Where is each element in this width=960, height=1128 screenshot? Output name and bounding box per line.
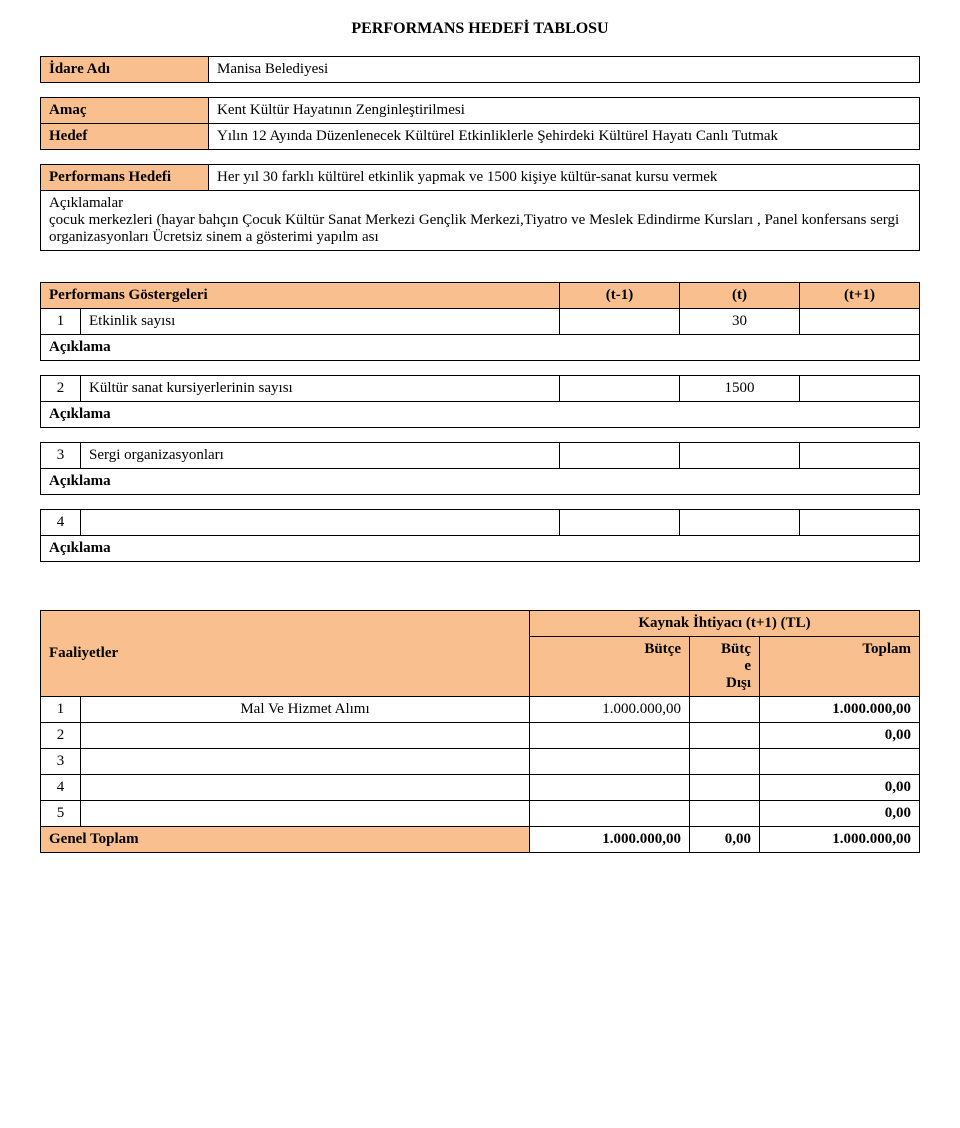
faal-idx: 2 [41,723,81,749]
table-row: 5 0,00 [41,801,920,827]
genel-toplam-row: Genel Toplam 1.000.000,00 0,00 1.000.000… [41,827,920,853]
pg-idx: 2 [41,376,81,402]
faal-name [81,801,530,827]
table-row: Açıklama [41,469,920,495]
perf-hedefi-value: Her yıl 30 farklı kültürel etkinlik yapm… [209,165,920,191]
genel-disi: 0,00 [690,827,760,853]
pg-tm1 [560,309,680,335]
genel-toplam: 1.000.000,00 [760,827,920,853]
pg-aciklama: Açıklama [41,469,920,495]
faal-disi [690,697,760,723]
aciklamalar-cell: Açıklamalar çocuk merkezleri (hayar bahç… [41,191,920,251]
perf-hedefi-label: Performans Hedefi [41,165,209,191]
pg-tm1 [560,510,680,536]
faal-toplam: 0,00 [760,775,920,801]
idare-table: İdare Adı Manisa Belediyesi [40,56,920,83]
pg-t: 30 [680,309,800,335]
faal-kaynak-header: Kaynak İhtiyacı (t+1) (TL) [530,611,920,637]
faal-name [81,723,530,749]
pg-tp1 [800,309,920,335]
page-title: PERFORMANS HEDEFİ TABLOSU [40,20,920,38]
pg-tp1 [800,510,920,536]
faal-toplam [760,749,920,775]
faal-col-butce: Bütçe [530,637,690,697]
amac-label: Amaç [41,98,209,124]
pg-aciklama: Açıklama [41,335,920,361]
faal-name [81,775,530,801]
faal-disi [690,749,760,775]
pg-t [680,510,800,536]
table-row: 3 Sergi organizasyonları [41,443,920,469]
faal-butce [530,749,690,775]
faal-header-label: Faaliyetler [41,611,530,697]
table-row: Açıklama [41,402,920,428]
amac-value: Kent Kültür Hayatının Zenginleştirilmesi [209,98,920,124]
pg-name: Kültür sanat kursiyerlerinin sayısı [81,376,560,402]
table-row: 2 Kültür sanat kursiyerlerinin sayısı 15… [41,376,920,402]
faal-toplam: 1.000.000,00 [760,697,920,723]
table-row: 1 Mal Ve Hizmet Alımı 1.000.000,00 1.000… [41,697,920,723]
pg-name: Sergi organizasyonları [81,443,560,469]
pg-header-row: Performans Göstergeleri (t-1) (t) (t+1) [41,283,920,309]
faal-butce: 1.000.000,00 [530,697,690,723]
pg-header-label: Performans Göstergeleri [41,283,560,309]
pg-col-tp1: (t+1) [800,283,920,309]
table-row: Açıklama [41,335,920,361]
faaliyetler-table: Faaliyetler Kaynak İhtiyacı (t+1) (TL) B… [40,610,920,853]
table-row: 4 0,00 [41,775,920,801]
pg-col-tm1: (t-1) [560,283,680,309]
faal-col-toplam: Toplam [760,637,920,697]
pg-t [680,443,800,469]
pg-idx: 3 [41,443,81,469]
pg-col-t: (t) [680,283,800,309]
pg-row-4: 4 Açıklama [40,509,920,562]
table-row: 4 [41,510,920,536]
faal-butce [530,801,690,827]
table-row: 2 0,00 [41,723,920,749]
pg-name [81,510,560,536]
idare-label: İdare Adı [41,57,209,83]
faal-idx: 3 [41,749,81,775]
faal-header-row-1: Faaliyetler Kaynak İhtiyacı (t+1) (TL) [41,611,920,637]
amac-hedef-table: Amaç Kent Kültür Hayatının Zenginleştiri… [40,97,920,150]
faal-idx: 4 [41,775,81,801]
performans-hedefi-table: Performans Hedefi Her yıl 30 farklı kült… [40,164,920,251]
pg-aciklama: Açıklama [41,402,920,428]
pg-idx: 4 [41,510,81,536]
genel-butce: 1.000.000,00 [530,827,690,853]
table-row: 3 [41,749,920,775]
faal-disi [690,723,760,749]
faal-disi [690,801,760,827]
pg-row-3: 3 Sergi organizasyonları Açıklama [40,442,920,495]
faal-idx: 1 [41,697,81,723]
hedef-label: Hedef [41,124,209,150]
faal-name: Mal Ve Hizmet Alımı [81,697,530,723]
hedef-value: Yılın 12 Ayında Düzenlenecek Kültürel Et… [209,124,920,150]
faal-butce [530,723,690,749]
table-row: 1 Etkinlik sayısı 30 [41,309,920,335]
table-row: Açıklama [41,536,920,562]
faal-col-butce-disi: Bütç e Dışı [690,637,760,697]
faal-butce [530,775,690,801]
performans-gostergeleri-table: Performans Göstergeleri (t-1) (t) (t+1) … [40,282,920,361]
genel-toplam-label: Genel Toplam [41,827,530,853]
aciklamalar-label: Açıklamalar [49,195,123,211]
faal-name [81,749,530,775]
pg-tm1 [560,443,680,469]
pg-tp1 [800,443,920,469]
faal-toplam: 0,00 [760,801,920,827]
pg-t: 1500 [680,376,800,402]
idare-value: Manisa Belediyesi [209,57,920,83]
faal-disi [690,775,760,801]
faal-idx: 5 [41,801,81,827]
pg-tp1 [800,376,920,402]
pg-tm1 [560,376,680,402]
aciklamalar-text: çocuk merkezleri (hayar bahçın Çocuk Kül… [49,212,899,245]
pg-aciklama: Açıklama [41,536,920,562]
pg-row-2: 2 Kültür sanat kursiyerlerinin sayısı 15… [40,375,920,428]
pg-name: Etkinlik sayısı [81,309,560,335]
pg-idx: 1 [41,309,81,335]
faal-toplam: 0,00 [760,723,920,749]
